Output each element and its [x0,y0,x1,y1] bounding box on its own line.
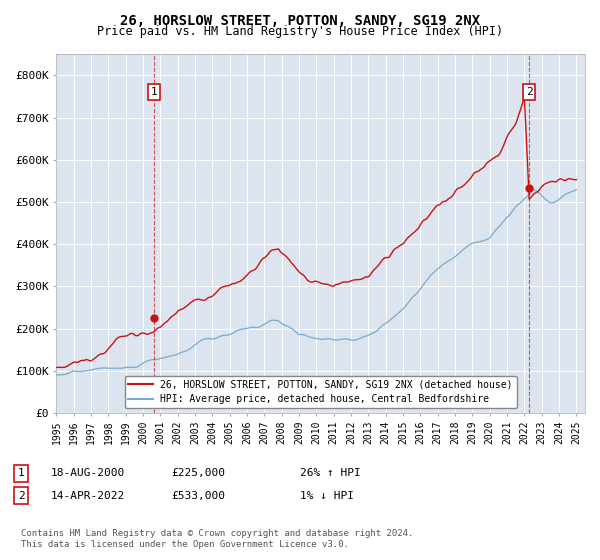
Text: Price paid vs. HM Land Registry's House Price Index (HPI): Price paid vs. HM Land Registry's House … [97,25,503,38]
Text: 2: 2 [526,87,533,97]
Text: £533,000: £533,000 [171,491,225,501]
Text: 14-APR-2022: 14-APR-2022 [51,491,125,501]
Text: 2: 2 [17,491,25,501]
Text: 26% ↑ HPI: 26% ↑ HPI [300,468,361,478]
Text: £225,000: £225,000 [171,468,225,478]
Text: 18-AUG-2000: 18-AUG-2000 [51,468,125,478]
Legend: 26, HORSLOW STREET, POTTON, SANDY, SG19 2NX (detached house), HPI: Average price: 26, HORSLOW STREET, POTTON, SANDY, SG19 … [125,376,517,408]
Text: 1: 1 [151,87,157,97]
Text: 1: 1 [17,468,25,478]
Text: 26, HORSLOW STREET, POTTON, SANDY, SG19 2NX: 26, HORSLOW STREET, POTTON, SANDY, SG19 … [120,14,480,28]
Text: 1% ↓ HPI: 1% ↓ HPI [300,491,354,501]
Text: Contains HM Land Registry data © Crown copyright and database right 2024.
This d: Contains HM Land Registry data © Crown c… [21,529,413,549]
